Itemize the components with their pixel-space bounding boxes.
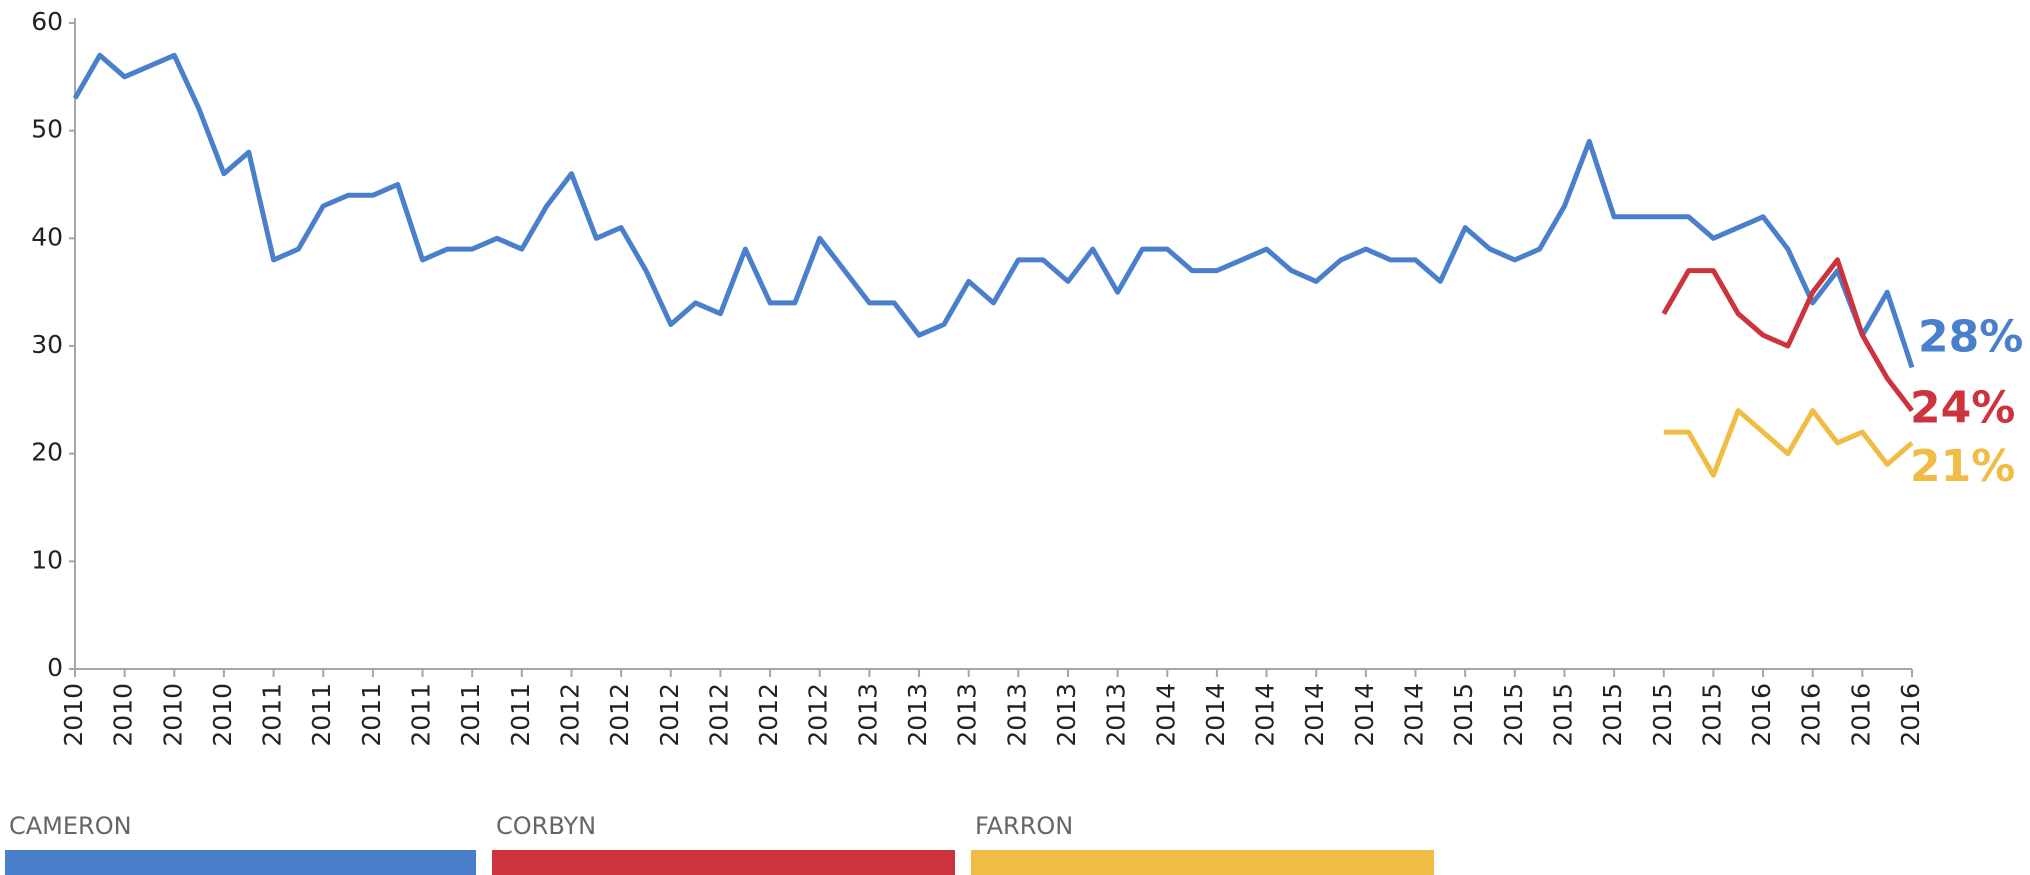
x-tick-label: 2015 [1648,683,1677,747]
x-tick-label: 2013 [903,683,932,747]
x-tick-label: 2011 [456,683,485,747]
x-tick-label: 2012 [655,683,684,747]
x-tick-label: 2012 [804,683,833,747]
line-series [1663,408,1914,478]
x-tick-label: 2011 [307,683,336,747]
x-tick-label: 2012 [605,683,634,747]
x-tick-label: 2012 [704,683,733,747]
x-tick-label: 2010 [208,683,237,747]
y-tick-label: 10 [31,545,63,574]
end-label: 24% [1910,383,2015,434]
y-tick-label: 40 [31,222,63,251]
x-tick-label: 2014 [1400,683,1429,747]
end-label: 28% [1918,312,2023,363]
legend-label: FARRON [975,812,1073,840]
x-tick-label: 2010 [59,683,88,747]
legend-label: CORBYN [496,812,596,840]
x-tick-label: 2016 [1896,683,1925,747]
end-label: 21% [1910,441,2015,492]
x-tick-label: 2016 [1797,683,1826,747]
line-series [72,52,1915,369]
x-tick-label: 2013 [953,683,982,747]
y-tick-label: 0 [47,653,63,682]
x-tick-label: 2015 [1697,683,1726,747]
legend-swatch [492,850,955,875]
x-tick-label: 2014 [1251,683,1280,747]
y-tick-label: 30 [31,330,63,359]
x-tick-label: 2014 [1151,683,1180,747]
y-tick-label: 60 [31,7,63,36]
x-tick-label: 2010 [109,683,138,747]
x-tick-label: 2013 [853,683,882,747]
x-tick-label: 2011 [357,683,386,747]
x-tick-label: 2011 [407,683,436,747]
y-tick-label: 50 [31,115,63,144]
x-tick-label: 2014 [1300,683,1329,747]
x-tick-label: 2015 [1499,683,1528,747]
x-tick-label: 2016 [1846,683,1875,747]
x-tick-label: 2010 [158,683,187,747]
x-tick-label: 2014 [1350,683,1379,747]
x-tick-label: 2011 [258,683,287,747]
x-tick-label: 2013 [1102,683,1131,747]
x-tick-label: 2015 [1449,683,1478,747]
x-tick-label: 2012 [555,683,584,747]
legend-label: CAMERON [9,812,132,840]
x-tick-label: 2014 [1201,683,1230,747]
line-series [1661,257,1914,413]
x-tick-label: 2015 [1548,683,1577,747]
x-tick-label: 2016 [1747,683,1776,747]
y-tick-label: 20 [31,438,63,467]
legend-swatch [5,850,476,875]
legend-swatch [971,850,1434,875]
x-tick-label: 2012 [754,683,783,747]
x-tick-label: 2011 [506,683,535,747]
x-tick-label: 2015 [1598,683,1627,747]
x-tick-label: 2013 [1052,683,1081,747]
x-tick-label: 2013 [1002,683,1031,747]
